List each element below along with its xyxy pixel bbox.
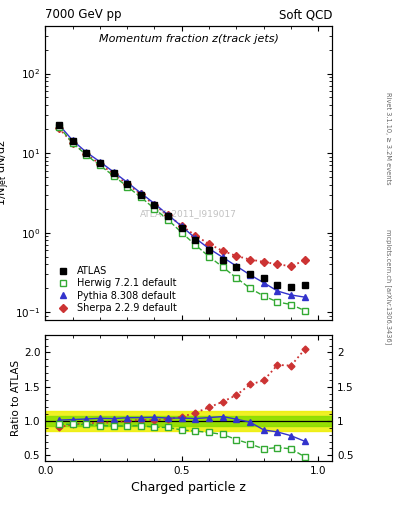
ATLAS <box>125 181 130 187</box>
Herwig 7.2.1 default <box>70 140 75 146</box>
ATLAS <box>234 264 239 270</box>
Sherpa 2.2.9 default <box>261 259 266 265</box>
Pythia 8.308 default <box>138 190 143 196</box>
Herwig 7.2.1 default <box>234 275 239 281</box>
Sherpa 2.2.9 default <box>180 223 184 229</box>
Sherpa 2.2.9 default <box>234 253 239 259</box>
ATLAS <box>275 282 280 288</box>
Pythia 8.308 default <box>70 137 75 143</box>
ATLAS <box>166 214 171 220</box>
Line: Pythia 8.308 default: Pythia 8.308 default <box>56 121 308 300</box>
Text: Rivet 3.1.10, ≥ 3.2M events: Rivet 3.1.10, ≥ 3.2M events <box>385 92 391 184</box>
Herwig 7.2.1 default <box>138 194 143 200</box>
Pythia 8.308 default <box>84 149 88 155</box>
Sherpa 2.2.9 default <box>289 263 294 269</box>
Herwig 7.2.1 default <box>275 299 280 305</box>
Sherpa 2.2.9 default <box>57 125 61 132</box>
Pythia 8.308 default <box>111 169 116 175</box>
ATLAS <box>302 282 307 288</box>
ATLAS <box>138 191 143 198</box>
Pythia 8.308 default <box>234 263 239 269</box>
ATLAS <box>180 225 184 231</box>
Y-axis label: 1/N$_{\rm jet}$ dN/dz: 1/N$_{\rm jet}$ dN/dz <box>0 139 12 206</box>
Sherpa 2.2.9 default <box>302 257 307 263</box>
Line: Herwig 7.2.1 default: Herwig 7.2.1 default <box>56 123 308 314</box>
Herwig 7.2.1 default <box>220 264 225 270</box>
Herwig 7.2.1 default <box>193 242 198 248</box>
ATLAS <box>70 138 75 144</box>
Sherpa 2.2.9 default <box>84 151 88 157</box>
Pythia 8.308 default <box>97 159 102 165</box>
Herwig 7.2.1 default <box>57 123 61 130</box>
Pythia 8.308 default <box>180 223 184 229</box>
ATLAS <box>57 122 61 128</box>
Text: Momentum fraction z(track jets): Momentum fraction z(track jets) <box>99 34 279 45</box>
Sherpa 2.2.9 default <box>111 170 116 177</box>
Sherpa 2.2.9 default <box>152 202 157 208</box>
Pythia 8.308 default <box>248 272 252 278</box>
Pythia 8.308 default <box>166 212 171 218</box>
Text: 7000 GeV pp: 7000 GeV pp <box>45 8 122 21</box>
ATLAS <box>289 284 294 290</box>
Text: ATLAS_2011_I919017: ATLAS_2011_I919017 <box>140 209 237 219</box>
Herwig 7.2.1 default <box>152 206 157 212</box>
ATLAS <box>97 160 102 166</box>
ATLAS <box>220 257 225 263</box>
Sherpa 2.2.9 default <box>193 232 198 239</box>
Sherpa 2.2.9 default <box>97 161 102 167</box>
Pythia 8.308 default <box>302 294 307 300</box>
Line: ATLAS: ATLAS <box>56 122 308 290</box>
Pythia 8.308 default <box>261 280 266 286</box>
Herwig 7.2.1 default <box>289 302 294 308</box>
Line: Sherpa 2.2.9 default: Sherpa 2.2.9 default <box>56 125 307 269</box>
Herwig 7.2.1 default <box>166 217 171 223</box>
Herwig 7.2.1 default <box>207 253 211 260</box>
X-axis label: Charged particle z: Charged particle z <box>131 481 246 494</box>
ATLAS <box>193 237 198 243</box>
ATLAS <box>207 247 211 253</box>
Herwig 7.2.1 default <box>97 162 102 168</box>
Herwig 7.2.1 default <box>84 152 88 158</box>
Legend: ATLAS, Herwig 7.2.1 default, Pythia 8.308 default, Sherpa 2.2.9 default: ATLAS, Herwig 7.2.1 default, Pythia 8.30… <box>50 264 179 315</box>
Herwig 7.2.1 default <box>125 183 130 189</box>
Pythia 8.308 default <box>57 121 61 127</box>
Pythia 8.308 default <box>275 288 280 294</box>
Text: mcplots.cern.ch [arXiv:1306.3436]: mcplots.cern.ch [arXiv:1306.3436] <box>385 229 392 345</box>
ATLAS <box>248 271 252 278</box>
Text: Soft QCD: Soft QCD <box>279 8 332 21</box>
Pythia 8.308 default <box>193 235 198 241</box>
Sherpa 2.2.9 default <box>70 140 75 146</box>
Herwig 7.2.1 default <box>180 229 184 236</box>
Herwig 7.2.1 default <box>302 308 307 314</box>
Pythia 8.308 default <box>152 201 157 207</box>
ATLAS <box>84 150 88 156</box>
ATLAS <box>152 202 157 208</box>
Sherpa 2.2.9 default <box>166 212 171 219</box>
ATLAS <box>261 275 266 281</box>
ATLAS <box>111 170 116 176</box>
Sherpa 2.2.9 default <box>248 257 252 263</box>
Pythia 8.308 default <box>207 246 211 252</box>
Pythia 8.308 default <box>125 179 130 185</box>
Pythia 8.308 default <box>220 254 225 261</box>
Herwig 7.2.1 default <box>261 293 266 299</box>
Sherpa 2.2.9 default <box>275 261 280 267</box>
Y-axis label: Ratio to ATLAS: Ratio to ATLAS <box>11 360 21 436</box>
Sherpa 2.2.9 default <box>207 241 211 247</box>
Sherpa 2.2.9 default <box>138 191 143 197</box>
Herwig 7.2.1 default <box>111 173 116 179</box>
Pythia 8.308 default <box>289 292 294 298</box>
Sherpa 2.2.9 default <box>125 181 130 187</box>
Sherpa 2.2.9 default <box>220 248 225 254</box>
Herwig 7.2.1 default <box>248 285 252 291</box>
